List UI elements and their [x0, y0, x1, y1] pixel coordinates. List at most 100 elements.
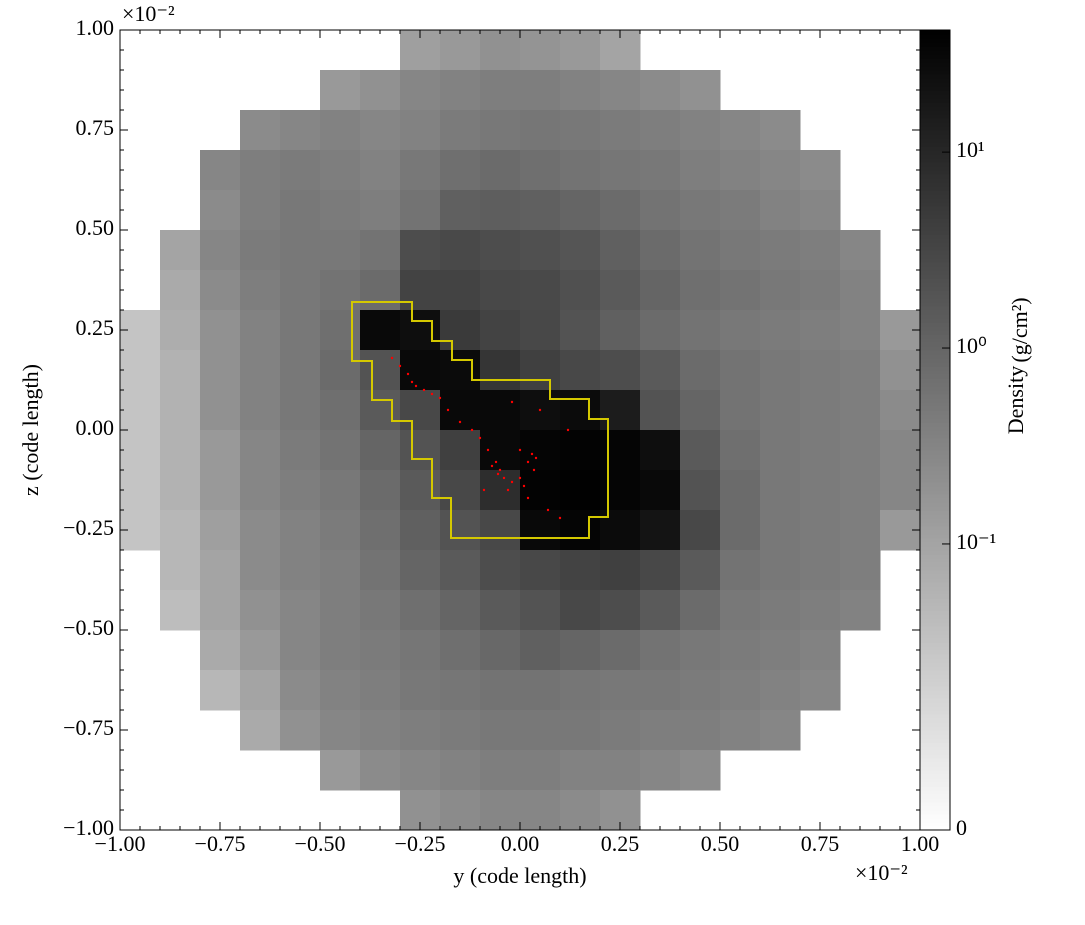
heatmap-cell — [280, 550, 321, 591]
heatmap-cell — [240, 230, 281, 271]
heatmap-cell — [560, 270, 601, 311]
colorbar-strip — [920, 314, 950, 319]
colorbar-strip — [920, 474, 950, 479]
heatmap-cell — [560, 790, 601, 831]
colorbar-strip — [920, 582, 950, 587]
colorbar-strip — [920, 694, 950, 699]
heatmap-cell — [720, 670, 761, 711]
colorbar-unit: (g/cm²) — [1007, 297, 1032, 362]
heatmap-cell — [480, 150, 521, 191]
colorbar-strip — [920, 566, 950, 571]
heatmap-cell — [680, 550, 721, 591]
colorbar-strip — [920, 766, 950, 771]
colorbar-strip — [920, 302, 950, 307]
colorbar-strip — [920, 98, 950, 103]
colorbar-strip — [920, 274, 950, 279]
heatmap-cell — [440, 230, 481, 271]
colorbar-strip — [920, 366, 950, 371]
heatmap-cell — [520, 750, 561, 791]
colorbar-strip — [920, 290, 950, 295]
heatmap-cell — [200, 350, 241, 391]
y-tick-label: 1.00 — [76, 15, 115, 40]
colorbar-strip — [920, 670, 950, 675]
colorbar-strip — [920, 306, 950, 311]
colorbar-strip — [920, 538, 950, 543]
heatmap-cell — [360, 710, 401, 751]
heatmap-cell — [760, 630, 801, 671]
heatmap-cell — [520, 790, 561, 831]
colorbar-strip — [920, 350, 950, 355]
heatmap-cell — [240, 150, 281, 191]
colorbar-strip — [920, 698, 950, 703]
heatmap-cell — [280, 270, 321, 311]
heatmap-cell — [440, 310, 481, 351]
heatmap-cell — [760, 470, 801, 511]
heatmap-cell — [400, 550, 441, 591]
particle — [410, 380, 414, 384]
heatmap-cell — [280, 150, 321, 191]
colorbar-strip — [920, 486, 950, 491]
heatmap-cell — [800, 350, 841, 391]
particle — [534, 456, 538, 460]
heatmap-cell — [200, 230, 241, 271]
heatmap-cell — [200, 590, 241, 631]
heatmap-cell — [720, 470, 761, 511]
heatmap-cell — [840, 390, 881, 431]
colorbar-strip — [920, 762, 950, 767]
colorbar-strip — [920, 322, 950, 327]
colorbar-strip — [920, 198, 950, 203]
heatmap-cell — [360, 270, 401, 311]
colorbar-strip — [920, 422, 950, 427]
heatmap-cell — [560, 470, 601, 511]
particle — [398, 364, 402, 368]
heatmap-cell — [720, 430, 761, 471]
heatmap-cell — [680, 230, 721, 271]
heatmap-cell — [560, 750, 601, 791]
colorbar-strip — [920, 570, 950, 575]
contour — [351, 301, 609, 539]
heatmap-cell — [680, 750, 721, 791]
colorbar-strip — [920, 482, 950, 487]
colorbar-strip — [920, 134, 950, 139]
particle — [546, 508, 550, 512]
colorbar-strip — [920, 794, 950, 799]
colorbar-strip — [920, 658, 950, 663]
heatmap-cell — [560, 630, 601, 671]
colorbar-strip — [920, 210, 950, 215]
heatmap-cell — [880, 390, 921, 431]
heatmap-cell — [400, 470, 441, 511]
colorbar-strip — [920, 126, 950, 131]
heatmap-cell — [360, 510, 401, 551]
particle — [390, 356, 394, 360]
heatmap-cell — [400, 310, 441, 351]
colorbar-strip — [920, 102, 950, 107]
heatmap-cell — [680, 270, 721, 311]
heatmap-cell — [160, 550, 201, 591]
colorbar-strip — [920, 662, 950, 667]
heatmap-cell — [680, 470, 721, 511]
heatmap-cell — [800, 630, 841, 671]
heatmap-cell — [440, 110, 481, 151]
colorbar-strip — [920, 598, 950, 603]
colorbar-strip — [920, 94, 950, 99]
heatmap-cell — [760, 510, 801, 551]
heatmap-cell — [440, 750, 481, 791]
particle — [558, 516, 562, 520]
heatmap-cell — [760, 710, 801, 751]
colorbar-strip — [920, 634, 950, 639]
heatmap-cell — [640, 270, 681, 311]
heatmap-cell — [360, 110, 401, 151]
heatmap-cell — [400, 670, 441, 711]
heatmap-cell — [680, 110, 721, 151]
heatmap-cell — [760, 590, 801, 631]
heatmap-cell — [720, 390, 761, 431]
y-tick-label: 0.25 — [76, 315, 115, 340]
colorbar-tick-label: 10⁰ — [956, 333, 987, 358]
colorbar-strip — [920, 618, 950, 623]
heatmap-cell — [560, 230, 601, 271]
heatmap-cell — [600, 70, 641, 111]
heatmap-cell — [720, 230, 761, 271]
colorbar-strip — [920, 714, 950, 719]
x-tick-label: 1.00 — [901, 831, 940, 856]
particle — [446, 408, 450, 412]
